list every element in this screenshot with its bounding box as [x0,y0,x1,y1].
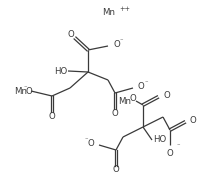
Text: O: O [49,112,55,120]
Text: O: O [25,86,32,96]
Text: O: O [190,115,197,125]
Text: O: O [68,30,74,38]
Text: HO: HO [153,136,166,144]
Text: O: O [138,81,145,91]
Text: O: O [163,91,170,100]
Text: ⁻: ⁻ [84,137,88,143]
Text: O: O [167,149,173,158]
Text: O: O [112,108,118,117]
Text: Mn: Mn [14,86,27,96]
Text: Mn: Mn [102,8,116,16]
Text: O: O [113,40,120,49]
Text: O: O [113,166,119,175]
Text: ⁻: ⁻ [120,38,123,44]
Text: O: O [87,139,94,147]
Text: ⁻: ⁻ [177,143,181,149]
Text: ⁻: ⁻ [24,85,27,91]
Text: ⁻: ⁻ [145,80,148,86]
Text: ++: ++ [119,6,130,12]
Text: HO: HO [54,67,67,76]
Text: O: O [130,93,137,103]
Text: Mn: Mn [118,96,131,105]
